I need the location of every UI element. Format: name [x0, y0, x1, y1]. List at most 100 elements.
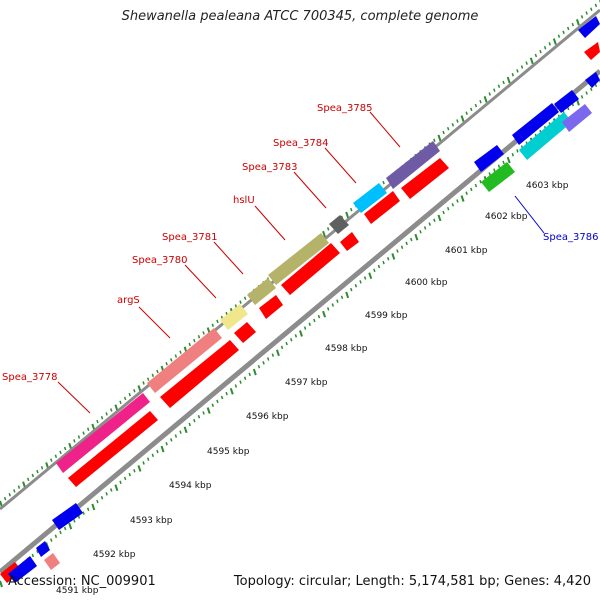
major-tick — [552, 38, 557, 45]
cds-spea-3783-inner[interactable] — [340, 232, 359, 251]
minor-tick — [594, 3, 598, 8]
minor-tick — [110, 408, 113, 412]
minor-tick — [146, 457, 150, 461]
minor-tick — [479, 99, 482, 104]
minor-tick — [562, 30, 565, 35]
minor-tick — [290, 337, 293, 342]
minor-tick — [428, 222, 431, 226]
cds-spea-3780-inner[interactable] — [234, 322, 256, 343]
scale-label: 4598 kbp — [325, 344, 368, 354]
leader-spea-3781 — [213, 241, 244, 275]
minor-tick — [497, 84, 501, 89]
minor-tick — [451, 203, 455, 207]
gene-label-args[interactable]: argS — [117, 295, 140, 306]
minor-tick — [170, 358, 173, 362]
cds-pink-lower-left[interactable] — [44, 553, 60, 570]
minor-tick — [123, 476, 127, 481]
minor-tick — [128, 472, 131, 477]
cds-purple-right[interactable] — [562, 104, 592, 132]
major-tick — [137, 385, 142, 392]
cds-spea-3785-inner[interactable] — [401, 158, 449, 199]
cds-blue-right-4[interactable] — [585, 72, 600, 88]
minor-tick — [326, 307, 330, 311]
cds-hslu-outer[interactable] — [268, 233, 329, 285]
minor-tick — [234, 304, 238, 308]
minor-tick — [13, 489, 16, 493]
leader-hslu — [254, 205, 286, 241]
accession-text: Accession: NC_009901 — [8, 574, 156, 589]
minor-tick — [86, 507, 90, 512]
gene-label-hslu[interactable]: hslU — [233, 195, 255, 206]
cds-blue-lower-left-1[interactable] — [52, 503, 83, 530]
minor-tick — [133, 469, 136, 473]
minor-tick — [142, 461, 145, 465]
cds-spea-3780-outer[interactable] — [220, 304, 248, 330]
minor-tick — [382, 260, 385, 265]
minor-tick — [400, 245, 404, 249]
cds-blue-top-right[interactable] — [578, 16, 600, 38]
minor-tick — [590, 7, 593, 11]
minor-tick — [350, 287, 353, 292]
minor-tick — [82, 431, 85, 435]
minor-tick — [373, 268, 376, 273]
cds-spea-3778-inner[interactable] — [68, 411, 158, 487]
major-tick — [368, 272, 373, 280]
cds-hslu-inner[interactable] — [281, 243, 340, 295]
minor-tick — [502, 80, 505, 85]
minor-tick — [539, 49, 542, 54]
cds-spea-3786[interactable] — [481, 162, 515, 192]
minor-tick — [142, 381, 145, 385]
cds-spea-3783-outer[interactable] — [329, 215, 349, 234]
minor-tick — [451, 123, 455, 127]
cds-cyan-right[interactable] — [519, 112, 572, 160]
minor-tick — [363, 276, 367, 280]
minor-tick — [31, 553, 35, 558]
minor-tick — [377, 264, 381, 269]
gene-label-spea-3784[interactable]: Spea_3784 — [273, 138, 328, 149]
minor-tick — [100, 495, 104, 500]
cds-blue-lower-left-2[interactable] — [36, 541, 50, 557]
minor-tick — [571, 22, 575, 27]
minor-tick — [151, 453, 155, 458]
gene-label-spea-3783[interactable]: Spea_3783 — [242, 162, 297, 173]
scale-label: 4597 kbp — [285, 378, 328, 388]
minor-tick — [59, 450, 62, 455]
minor-tick — [8, 493, 11, 497]
cds-blue-right-3[interactable] — [554, 90, 579, 113]
cds-blue-right-1[interactable] — [474, 145, 504, 172]
gene-label-spea-3781[interactable]: Spea_3781 — [162, 232, 217, 243]
cds-args-outer[interactable] — [147, 328, 222, 393]
minor-tick — [54, 454, 58, 458]
minor-tick — [156, 369, 159, 374]
gene-label-spea-3785[interactable]: Spea_3785 — [317, 103, 372, 114]
cds-upper-right-red[interactable] — [584, 42, 600, 60]
cds-blue-lower-left-3[interactable] — [8, 556, 37, 583]
minor-tick — [557, 34, 561, 38]
minor-tick — [317, 314, 321, 319]
gene-label-spea-3786[interactable]: Spea_3786 — [543, 232, 598, 243]
leader-spea-3785 — [369, 111, 401, 148]
cds-blue-right-2[interactable] — [512, 103, 559, 145]
cds-spea-3785-outer[interactable] — [386, 141, 440, 189]
major-tick — [322, 230, 327, 238]
major-tick — [299, 330, 303, 337]
minor-tick — [313, 318, 316, 323]
cds-spea-3781-outer[interactable] — [247, 278, 276, 305]
cds-spea-3784-outer[interactable] — [353, 183, 387, 213]
cds-spea-3778-outer[interactable] — [56, 393, 150, 473]
minor-tick — [511, 72, 515, 77]
minor-tick — [396, 249, 399, 253]
cds-spea-3784-inner[interactable] — [364, 191, 400, 224]
minor-tick — [243, 296, 247, 300]
minor-tick — [516, 149, 519, 153]
minor-tick — [285, 341, 288, 346]
gene-label-spea-3778[interactable]: Spea_3778 — [2, 372, 57, 383]
cds-args-inner[interactable] — [160, 340, 239, 408]
cds-spea-3781-inner[interactable] — [259, 295, 283, 319]
gene-label-spea-3780[interactable]: Spea_3780 — [132, 255, 187, 266]
major-tick — [0, 580, 3, 588]
minor-tick — [433, 218, 436, 222]
map-title: Shewanella pealeana ATCC 700345, complet… — [121, 9, 479, 24]
minor-tick — [239, 300, 242, 304]
scale-label: 4594 kbp — [169, 481, 212, 491]
